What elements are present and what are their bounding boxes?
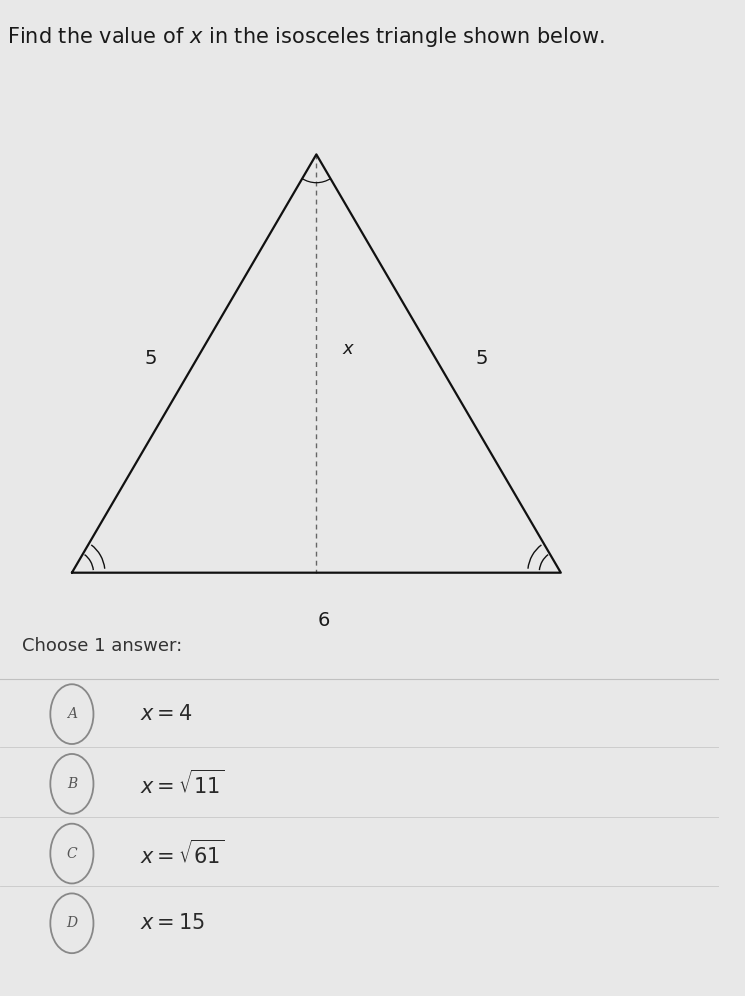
Text: $x = 4$: $x = 4$: [140, 704, 193, 724]
Text: B: B: [67, 777, 77, 791]
Text: $x = 15$: $x = 15$: [140, 913, 206, 933]
Text: $x = \sqrt{61}$: $x = \sqrt{61}$: [140, 840, 225, 868]
Text: 6: 6: [317, 611, 330, 630]
Text: $x = \sqrt{11}$: $x = \sqrt{11}$: [140, 770, 225, 798]
Text: 5: 5: [475, 349, 488, 369]
Text: Choose 1 answer:: Choose 1 answer:: [22, 637, 182, 655]
Text: $x$: $x$: [341, 340, 355, 358]
Text: C: C: [66, 847, 77, 861]
Text: 5: 5: [145, 349, 157, 369]
Text: Find the value of $x$ in the isosceles triangle shown below.: Find the value of $x$ in the isosceles t…: [7, 25, 605, 49]
Text: A: A: [67, 707, 77, 721]
Text: D: D: [66, 916, 77, 930]
